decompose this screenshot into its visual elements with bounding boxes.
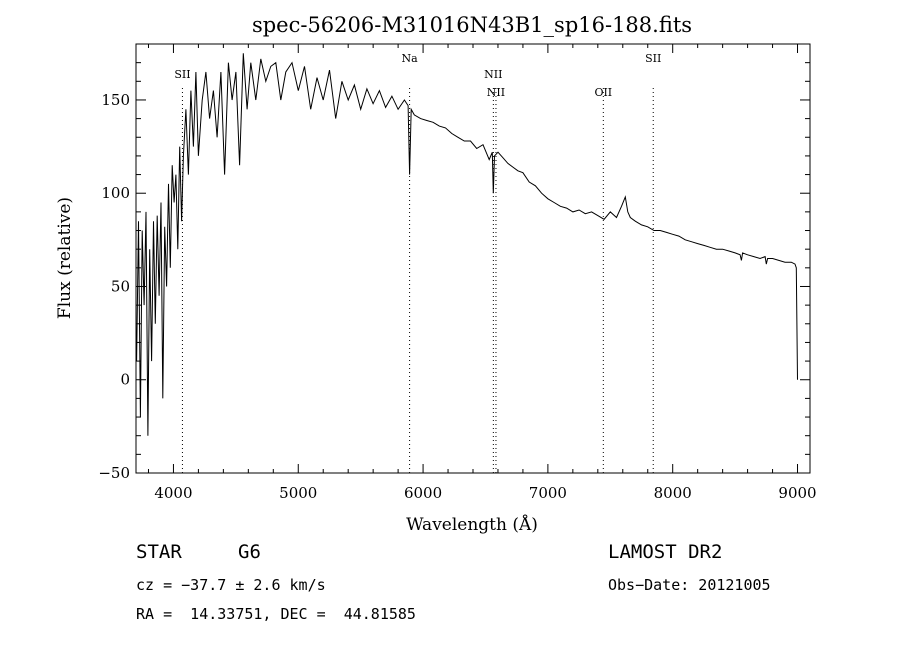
redshift-velocity: cz = −37.7 ± 2.6 km/s <box>136 576 326 594</box>
spectral-line-label: Na <box>402 52 419 65</box>
observation-date: Obs−Date: 20121005 <box>608 576 771 594</box>
spectral-line-label: OII <box>594 86 612 99</box>
y-tick-label: 100 <box>101 184 130 202</box>
spectral-line-label: SII <box>645 52 661 65</box>
survey-name: LAMOST DR2 <box>608 541 723 563</box>
chart-title: spec-56206-M31016N43B1_sp16-188.fits <box>252 13 692 37</box>
spectral-line-markers: SII Na NII NII OII SII <box>174 52 661 473</box>
spectral-line-label: NII <box>484 68 502 81</box>
y-tick-label: 150 <box>101 91 130 109</box>
object-type: STAR <box>136 541 182 563</box>
axis-ticks: 4000 5000 6000 7000 8000 9000 −50 0 50 100 150 <box>98 43 817 502</box>
spectral-line-label: SII <box>174 68 190 81</box>
x-axis-label: Wavelength (Å) <box>406 514 538 535</box>
x-tick-label: 8000 <box>654 484 692 502</box>
spectral-line-label: NII <box>487 86 505 99</box>
y-tick-label: 0 <box>120 371 130 389</box>
spectrum-line <box>136 53 798 436</box>
x-tick-label: 7000 <box>529 484 567 502</box>
subclass: G6 <box>238 541 261 563</box>
x-tick-label: 4000 <box>154 484 192 502</box>
x-tick-label: 9000 <box>778 484 816 502</box>
plot-frame <box>135 43 811 474</box>
series-group <box>136 53 798 436</box>
y-axis-label: Flux (relative) <box>55 197 75 319</box>
x-tick-label: 5000 <box>279 484 317 502</box>
sky-coordinates: RA = 14.33751, DEC = 44.81585 <box>136 605 416 623</box>
x-tick-label: 6000 <box>404 484 442 502</box>
y-tick-label: −50 <box>98 464 130 482</box>
y-tick-label: 50 <box>111 277 130 295</box>
